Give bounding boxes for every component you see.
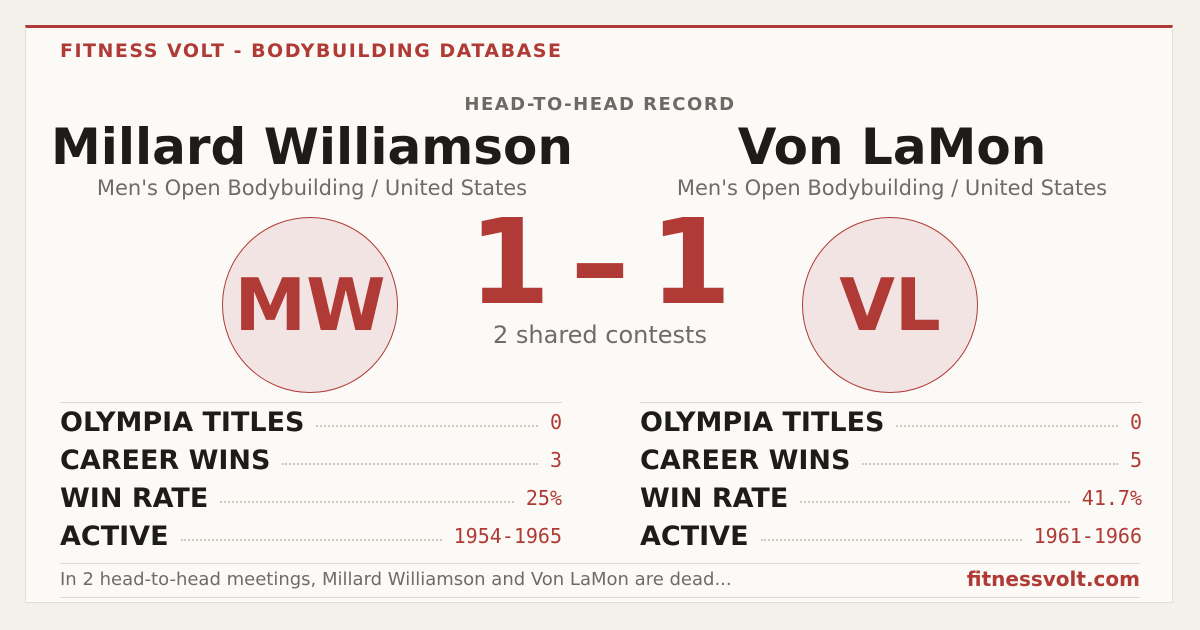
stat-row: OLYMPIA TITLES 0	[60, 403, 562, 441]
left-avatar: MW	[222, 217, 398, 393]
stat-label: CAREER WINS	[640, 444, 851, 476]
right-subtitle: Men's Open Bodybuilding / United States	[676, 176, 1108, 200]
stat-value: 1961-1966	[1033, 524, 1142, 548]
stat-label: WIN RATE	[60, 482, 209, 514]
stat-label: CAREER WINS	[60, 444, 271, 476]
left-name: Millard Williamson	[50, 118, 574, 176]
stat-row: CAREER WINS 5	[640, 441, 1142, 479]
stat-value: 25%	[525, 486, 562, 510]
right-name: Von LaMon	[737, 118, 1047, 176]
stat-label: OLYMPIA TITLES	[640, 406, 885, 438]
stat-label: WIN RATE	[640, 482, 789, 514]
stat-row: WIN RATE 25%	[60, 479, 562, 517]
stat-row: CAREER WINS 3	[60, 441, 562, 479]
right-avatar: VL	[802, 217, 978, 393]
score: 1–1	[0, 192, 1200, 332]
leader	[800, 501, 1070, 503]
card	[25, 25, 1173, 603]
score-separator: –	[570, 193, 630, 331]
leader	[282, 463, 538, 465]
stat-label: OLYMPIA TITLES	[60, 406, 305, 438]
stat-value: 41.7%	[1081, 486, 1142, 510]
stat-value: 1954-1965	[453, 524, 562, 548]
brand: FITNESS VOLT - BODYBUILDING DATABASE	[60, 40, 563, 62]
leader	[220, 501, 514, 503]
stat-value: 0	[549, 410, 562, 434]
stat-value: 0	[1129, 410, 1142, 434]
stat-row: OLYMPIA TITLES 0	[640, 403, 1142, 441]
divider	[60, 563, 1140, 564]
stat-label: ACTIVE	[60, 520, 169, 552]
section-label: HEAD-TO-HEAD RECORD	[464, 94, 736, 115]
summary: In 2 head-to-head meetings, Millard Will…	[60, 569, 732, 590]
score-caption: 2 shared contests	[493, 321, 707, 349]
stat-value: 5	[1129, 448, 1142, 472]
leader	[760, 539, 1022, 541]
stat-label: ACTIVE	[640, 520, 749, 552]
site-link[interactable]: fitnessvolt.com	[966, 567, 1140, 591]
leader	[896, 425, 1118, 427]
stat-row: ACTIVE 1954-1965	[60, 517, 562, 555]
leader	[862, 463, 1118, 465]
divider	[60, 597, 1140, 598]
leader	[316, 425, 538, 427]
stat-value: 3	[549, 448, 562, 472]
right-score: 1	[649, 193, 732, 331]
left-subtitle: Men's Open Bodybuilding / United States	[96, 176, 528, 200]
stat-row: ACTIVE 1961-1966	[640, 517, 1142, 555]
left-score: 1	[468, 193, 551, 331]
stat-row: WIN RATE 41.7%	[640, 479, 1142, 517]
left-stats: OLYMPIA TITLES 0 CAREER WINS 3 WIN RATE 25% AC…	[60, 402, 562, 555]
right-stats: OLYMPIA TITLES 0 CAREER WINS 5 WIN RATE 41.7%…	[640, 402, 1142, 555]
leader	[180, 539, 442, 541]
